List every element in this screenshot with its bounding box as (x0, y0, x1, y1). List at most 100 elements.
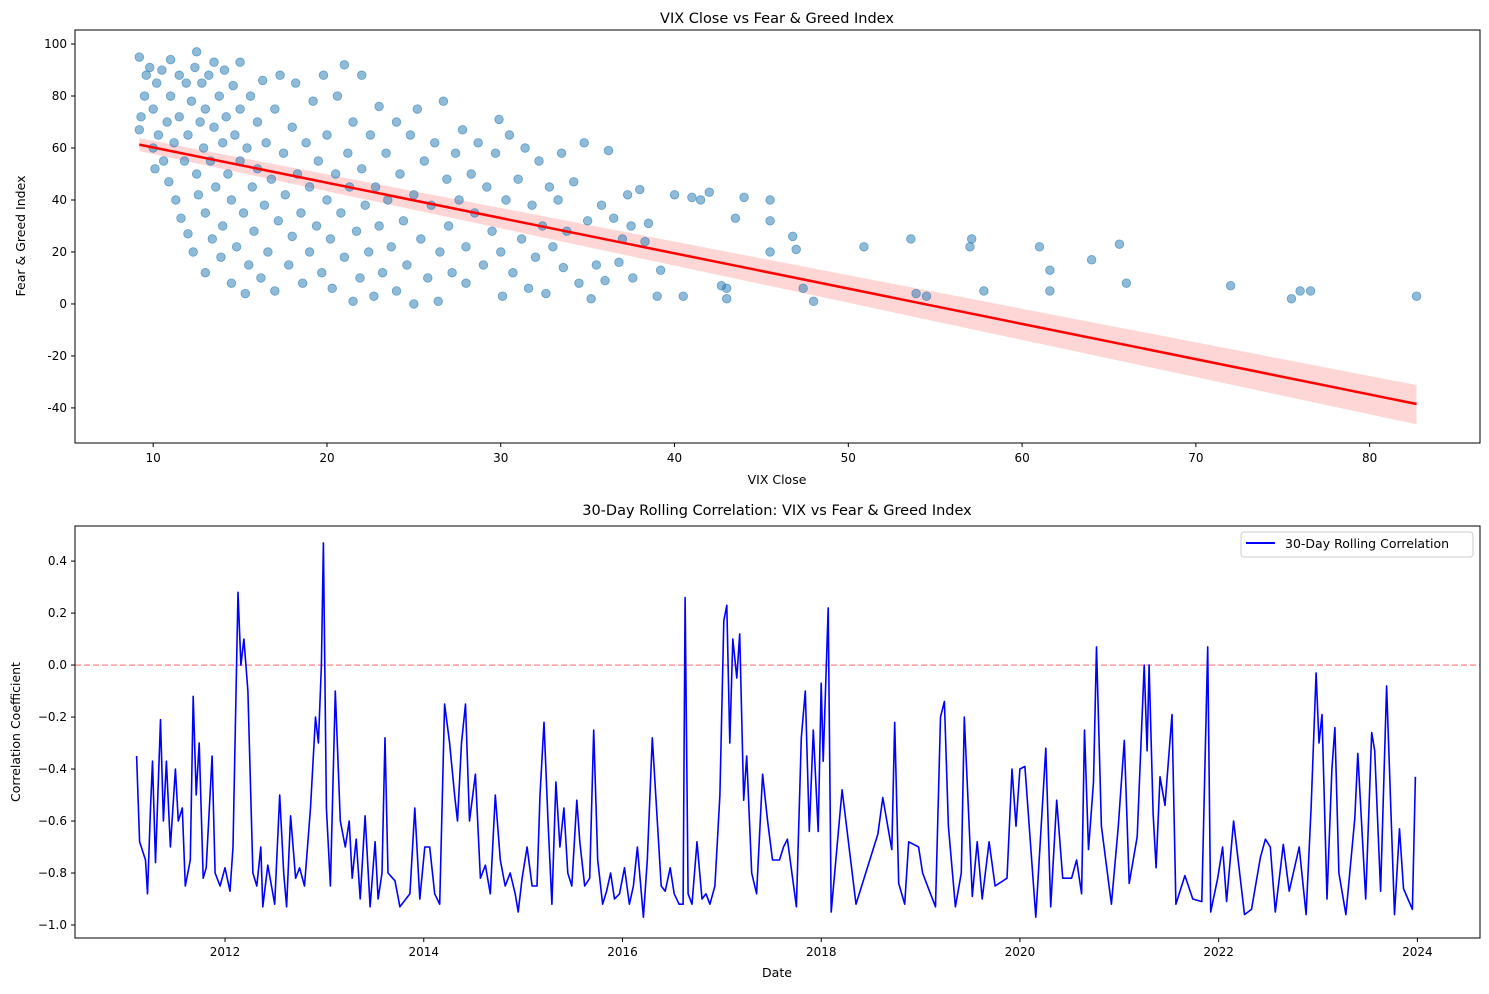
scatter-point (287, 231, 297, 242)
y-tick-label: 20 (52, 245, 67, 259)
line-title: 30-Day Rolling Correlation: VIX vs Fear … (582, 503, 972, 519)
scatter-point (497, 291, 508, 301)
scatter-point (370, 182, 381, 192)
scatter-point (586, 294, 596, 304)
scatter-point (256, 273, 266, 283)
y-tick-label: -20 (47, 349, 67, 363)
scatter-point (1121, 278, 1132, 288)
scatter-point (351, 226, 362, 236)
scatter-point (530, 252, 541, 262)
scatter-point (365, 130, 376, 140)
line-xlabel: Date (762, 965, 792, 980)
x-tick-label: 2020 (1005, 945, 1036, 959)
scatter-point (1034, 242, 1045, 252)
x-tick-label: 20 (319, 451, 334, 465)
scatter-point (1286, 294, 1297, 304)
scatter-point (516, 234, 527, 244)
line-ylabel: Correlation Coefficient (8, 662, 23, 802)
scatter-point (235, 57, 245, 67)
x-tick-label: 2016 (607, 945, 638, 959)
scatter-point (398, 216, 409, 226)
scatter-point (402, 260, 412, 270)
scatter-point (141, 70, 151, 80)
scatter-point (179, 156, 190, 166)
scatter-point (548, 242, 558, 252)
scatter-point (1225, 281, 1236, 291)
scatter-point (197, 78, 207, 88)
scatter-chart: VIX Close vs Fear & Greed Index VIX Clos… (13, 11, 1481, 487)
scatter-point (447, 268, 457, 278)
x-tick-label: 2018 (806, 945, 837, 959)
scatter-point (859, 242, 869, 252)
scatter-point (721, 294, 732, 304)
scatter-point (297, 278, 308, 288)
scatter-point (139, 91, 150, 101)
y-tick-label: -40 (47, 401, 67, 415)
scatter-point (181, 78, 191, 88)
scatter-point (290, 78, 301, 88)
scatter-point (165, 54, 176, 65)
scatter-point (412, 104, 423, 114)
scatter-point (247, 182, 257, 192)
scatter-point (249, 226, 259, 236)
scatter-point (355, 273, 365, 283)
x-tick-label: 30 (493, 451, 508, 465)
scatter-point (765, 195, 775, 205)
scatter-point (357, 70, 367, 80)
scatter-point (487, 226, 497, 236)
scatter-point (643, 218, 654, 229)
legend-label: 30-Day Rolling Correlation (1285, 536, 1449, 551)
scatter-point (261, 138, 271, 148)
scatter-point (730, 213, 741, 223)
scatter-point (134, 125, 144, 135)
scatter-point (336, 208, 346, 218)
scatter-point (374, 101, 384, 112)
scatter-point (263, 247, 273, 257)
scatter-point (579, 138, 589, 148)
scatter-point (226, 195, 237, 205)
scatter-point (164, 177, 174, 187)
scatter-point (721, 283, 732, 294)
scatter-point (765, 216, 775, 226)
scatter-point (198, 143, 209, 153)
scatter-point (200, 104, 211, 114)
scatter-point (266, 174, 277, 184)
scatter-point (211, 182, 221, 192)
scatter-point (231, 242, 242, 252)
scatter-point (921, 291, 932, 301)
y-tick-label: 0 (59, 297, 67, 311)
line-plot-frame (74, 525, 1481, 939)
scatter-point (151, 78, 162, 88)
scatter-point (603, 145, 614, 156)
scatter-point (322, 130, 332, 140)
x-tick-label: 2024 (1402, 945, 1433, 959)
scatter-point (374, 221, 384, 231)
scatter-point (219, 65, 230, 75)
scatter-point (1114, 239, 1125, 249)
scatter-point (244, 260, 254, 270)
scatter-point (148, 104, 158, 114)
scatter-point (423, 273, 433, 283)
scatter-point (508, 268, 518, 278)
scatter-point (504, 130, 515, 140)
scatter-point (1045, 286, 1055, 296)
scatter-point (348, 296, 358, 307)
scatter-point (195, 117, 205, 127)
scatter-point (558, 262, 569, 273)
scatter-point (1305, 286, 1316, 296)
scatter-point (169, 138, 179, 148)
scatter-point (574, 278, 584, 288)
scatter-point (739, 192, 749, 203)
scatter-point (430, 138, 440, 148)
scatter-point (478, 260, 489, 270)
scatter-point (435, 247, 445, 257)
scatter-point (186, 96, 197, 106)
scatter-point (596, 200, 607, 210)
scatter-point (339, 252, 350, 262)
scatter-point (600, 275, 610, 286)
scatter-point (523, 283, 534, 294)
scatter-point (188, 247, 198, 257)
scatter-point (609, 213, 619, 223)
regression-line (139, 143, 1417, 406)
x-tick-label: 40 (667, 451, 682, 465)
